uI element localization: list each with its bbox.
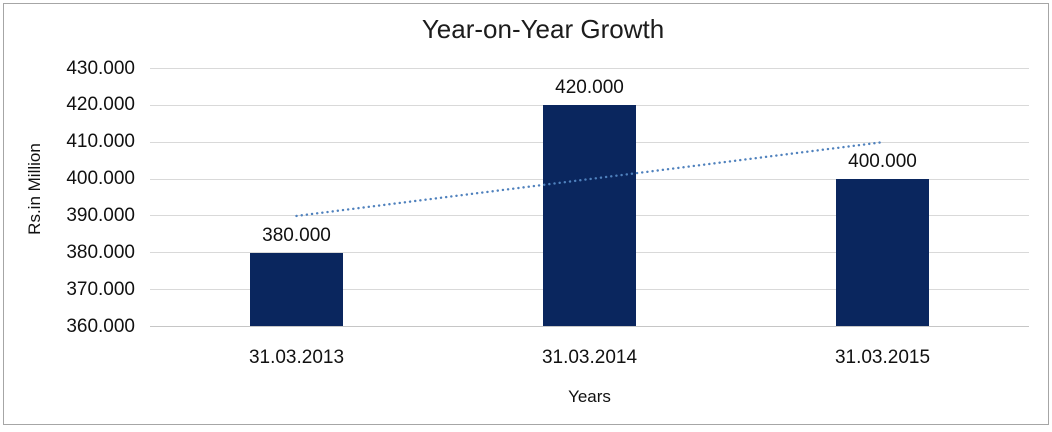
bar-value-label: 420.000	[555, 77, 624, 99]
y-tick-label: 420.000	[66, 94, 135, 116]
y-tick-label: 360.000	[66, 315, 135, 337]
bar-value-label: 380.000	[262, 224, 331, 246]
y-tick-label: 380.000	[66, 241, 135, 263]
bar-31.03.2013	[250, 252, 343, 327]
chart-title: Year-on-Year Growth	[421, 14, 665, 44]
x-tick-label: 31.03.2015	[834, 347, 931, 368]
y-tick-label: 410.000	[66, 131, 135, 153]
y-tick-label: 390.000	[66, 204, 135, 226]
x-axis-title: Years	[568, 387, 611, 406]
gridline	[150, 68, 1029, 69]
bar-31.03.2015	[836, 179, 929, 327]
y-tick-label: 370.000	[66, 278, 135, 300]
x-tick-label: 31.03.2014	[541, 347, 638, 368]
y-tick-label: 400.000	[66, 168, 135, 190]
bar-31.03.2014	[543, 105, 636, 327]
bar-value-label: 400.000	[848, 151, 917, 173]
x-axis-line	[150, 326, 1029, 327]
x-tick-label: 31.03.2013	[248, 347, 345, 368]
y-tick-label: 430.000	[66, 57, 135, 79]
